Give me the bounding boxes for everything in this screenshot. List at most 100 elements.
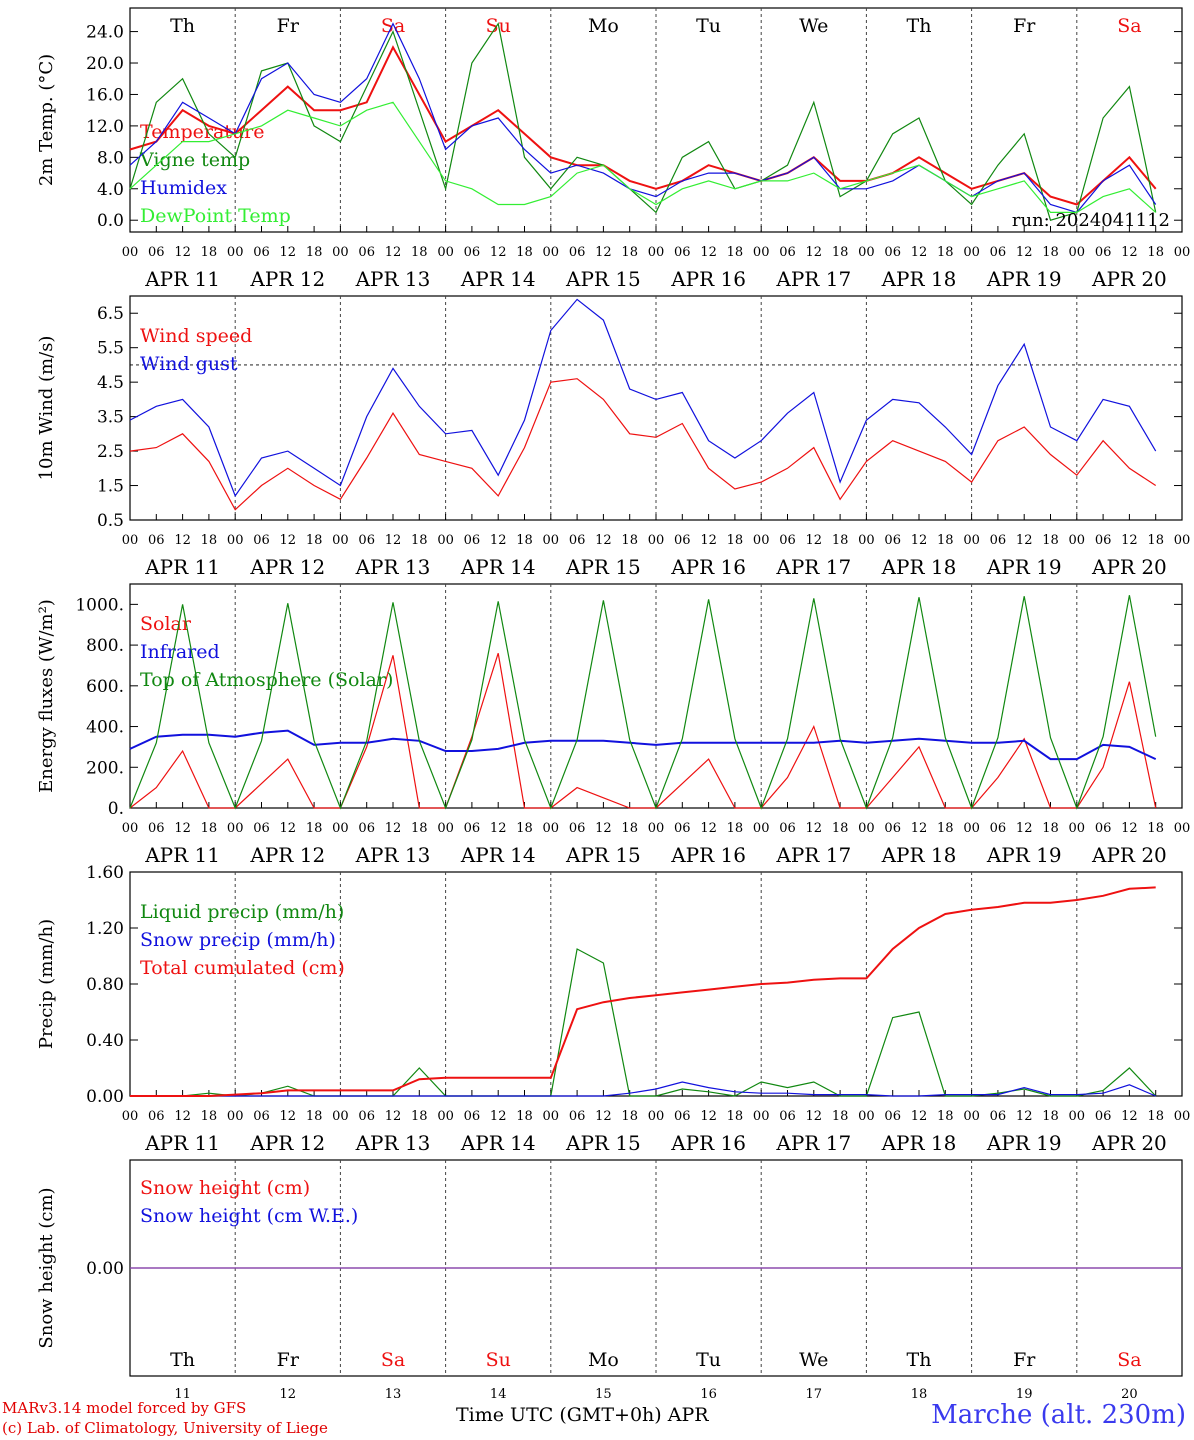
x-tick-label: 12 [1016,245,1033,260]
x-tick-label: 12 [911,1109,928,1124]
x-tick-label: 18 [1147,245,1164,260]
x-tick-label: 12 [700,533,717,548]
date-label: APR 13 [355,555,431,579]
date-label: APR 11 [144,555,220,579]
x-tick-label: 12 [385,1109,402,1124]
weekday-label: Fr [277,1349,300,1371]
x-tick-label: 18 [621,821,638,836]
date-label: APR 19 [986,267,1062,291]
x-tick-label: 18 [306,533,323,548]
x-tick-label: 00 [1174,1109,1191,1124]
x-tick-label: 00 [1069,533,1086,548]
legend-entry: Snow height (cm W.E.) [140,1205,358,1227]
x-tick-label: 18 [832,245,849,260]
x-tick-label: 12 [280,533,297,548]
x-tick-label: 06 [674,533,691,548]
x-tick-label: 06 [884,533,901,548]
y-tick-label: 6.5 [97,304,124,324]
day-number-label: 11 [174,1387,191,1402]
date-label: APR 13 [355,1131,431,1155]
y-axis-label: 10m Wind (m/s) [36,336,57,481]
x-tick-label: 18 [727,1109,744,1124]
x-tick-label: 06 [674,245,691,260]
x-tick-label: 12 [490,533,507,548]
x-tick-label: 06 [253,245,270,260]
weekday-label: Fr [1013,15,1036,37]
x-tick-label: 06 [1095,1109,1112,1124]
x-tick-label: 18 [937,1109,954,1124]
date-label: APR 15 [565,267,641,291]
x-tick-label: 06 [674,1109,691,1124]
weekday-label: Th [170,1349,195,1371]
weekday-label: Su [486,1349,511,1371]
series-line-green [129,595,1157,810]
x-tick-label: 12 [490,1109,507,1124]
x-tick-label: 18 [832,533,849,548]
weekday-label: Sa [381,15,405,37]
x-tick-label: 12 [280,821,297,836]
date-label: APR 18 [881,1131,957,1155]
x-tick-label: 06 [569,533,586,548]
date-label: APR 15 [565,843,641,867]
x-tick-label: 18 [201,1109,218,1124]
legend-entry: Wind speed [140,325,252,347]
x-tick-label: 12 [1121,245,1138,260]
x-tick-label: 00 [1069,245,1086,260]
x-tick-label: 12 [385,821,402,836]
x-tick-label: 12 [174,1109,191,1124]
y-tick-label: 800. [86,636,124,656]
x-tick-label: 00 [648,245,665,260]
day-number-label: 13 [385,1387,402,1402]
date-label: APR 13 [355,843,431,867]
x-tick-label: 12 [911,245,928,260]
x-tick-label: 00 [753,1109,770,1124]
weekday-label: We [799,1349,828,1371]
day-number-label: 16 [700,1387,717,1402]
y-axis-label: Energy fluxes (W/m²) [36,599,57,793]
date-label: APR 16 [670,267,746,291]
x-tick-label: 00 [122,1109,139,1124]
x-tick-label: 06 [569,1109,586,1124]
x-tick-label: 12 [595,245,612,260]
weekday-label: Tu [696,15,721,37]
legend-entry: Vigne temp [139,149,250,171]
date-label: APR 16 [670,555,746,579]
x-tick-label: 18 [306,821,323,836]
x-tick-label: 12 [700,821,717,836]
x-tick-label: 18 [1042,245,1059,260]
x-tick-label: 06 [884,821,901,836]
legend-entry: Snow precip (mm/h) [140,929,336,951]
series-line-blue [129,22,1157,214]
weekday-label: Fr [277,15,300,37]
x-tick-label: 12 [174,533,191,548]
x-tick-label: 00 [753,821,770,836]
y-tick-label: 1000. [75,595,124,615]
x-tick-label: 06 [674,821,691,836]
legend-entry: Wind gust [140,353,238,375]
x-tick-label: 00 [437,245,454,260]
x-tick-label: 12 [595,1109,612,1124]
series-line-blue [130,1081,1156,1097]
date-label: APR 12 [249,843,325,867]
x-tick-label: 12 [490,821,507,836]
legend-entry: Snow height (cm) [140,1177,310,1199]
x-tick-label: 18 [832,821,849,836]
legend-entry: DewPoint Temp [140,205,291,227]
x-tick-label: 00 [437,821,454,836]
x-tick-label: 12 [1016,1109,1033,1124]
station-name: Marche (alt. 230m) [931,1400,1186,1430]
credit-line-2: (c) Lab. of Climatology, University of L… [2,1419,328,1437]
x-tick-label: 12 [174,245,191,260]
x-tick-label: 00 [753,245,770,260]
legend-entry: Solar [140,613,192,635]
x-tick-label: 18 [306,1109,323,1124]
x-tick-label: 18 [727,533,744,548]
y-tick-label: 20.0 [86,54,124,74]
x-tick-label: 00 [1069,1109,1086,1124]
x-tick-label: 18 [1147,821,1164,836]
x-tick-label: 00 [858,821,875,836]
y-tick-label: 0.40 [86,1031,124,1051]
x-tick-label: 18 [1042,533,1059,548]
x-tick-label: 12 [280,1109,297,1124]
